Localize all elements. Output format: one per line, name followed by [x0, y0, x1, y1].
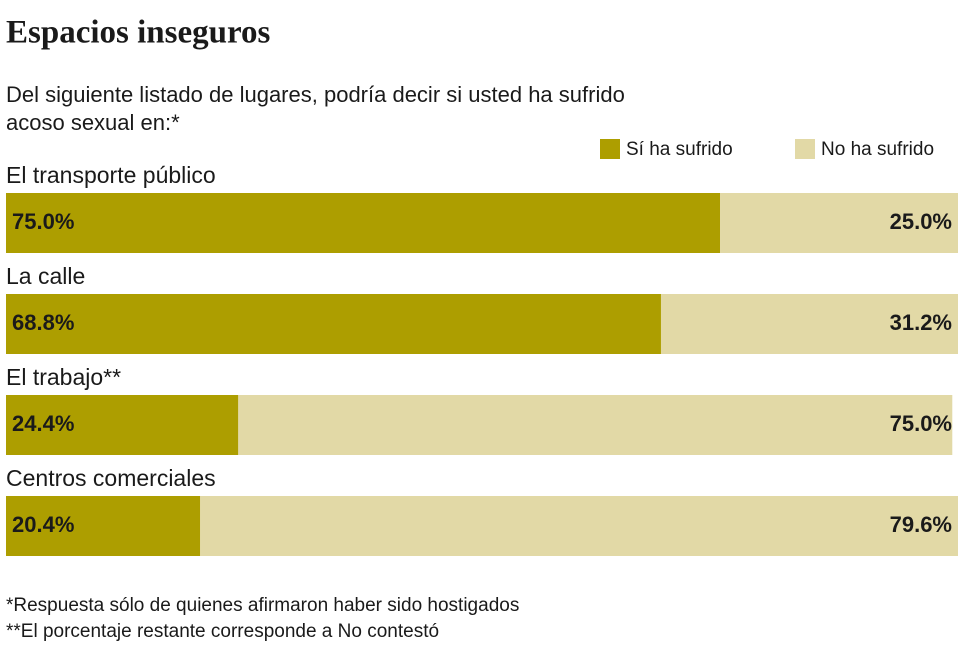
bar-segment — [238, 395, 953, 455]
value-label: 24.4% — [12, 411, 74, 436]
legend-label: Sí ha sufrido — [626, 139, 733, 160]
category-label: El trabajo** — [6, 364, 121, 390]
bar-segment — [6, 294, 661, 354]
bar-segment — [6, 496, 201, 556]
subtitle: Del siguiente listado de lugares, podría… — [6, 82, 625, 107]
bar-segment — [6, 193, 720, 253]
bar-segment — [660, 294, 958, 354]
legend-swatch — [795, 139, 815, 159]
category-label: Centros comerciales — [6, 465, 216, 491]
value-label: 79.6% — [890, 512, 952, 537]
value-label: 20.4% — [12, 512, 74, 537]
footnote: **El porcentaje restante corresponde a N… — [6, 621, 439, 642]
value-label: 68.8% — [12, 310, 74, 335]
value-label: 75.0% — [12, 209, 74, 234]
category-label: El transporte público — [6, 162, 216, 188]
bar-segment — [6, 395, 239, 455]
chart-title: Espacios inseguros — [6, 15, 271, 51]
footnote: *Respuesta sólo de quienes afirmaron hab… — [6, 595, 519, 616]
subtitle: acoso sexual en:* — [6, 110, 180, 135]
legend-swatch — [600, 139, 620, 159]
bar-segment — [200, 496, 958, 556]
value-label: 25.0% — [890, 209, 952, 234]
value-label: 31.2% — [890, 310, 952, 335]
legend-label: No ha sufrido — [821, 139, 934, 160]
bar-segment — [720, 193, 958, 253]
value-label: 75.0% — [890, 411, 952, 436]
category-label: La calle — [6, 263, 85, 289]
